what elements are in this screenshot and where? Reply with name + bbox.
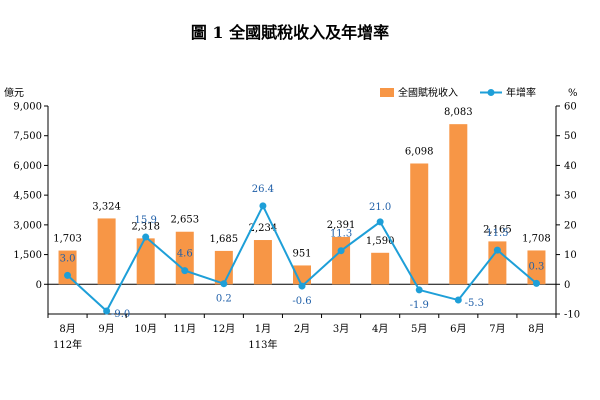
growth-point <box>532 279 540 287</box>
year-label: 113年 <box>248 338 277 351</box>
chart-title: 圖 1 全國賦稅收入及年增率 <box>191 23 389 42</box>
bar-value-label: 2,653 <box>170 215 199 226</box>
growth-value-label: -9.0 <box>111 309 130 320</box>
growth-value-label: -1.9 <box>410 300 429 311</box>
growth-value-label: 26.4 <box>252 184 274 195</box>
bar <box>253 240 272 285</box>
bar <box>371 252 390 285</box>
growth-point <box>259 202 267 210</box>
growth-line <box>64 202 540 315</box>
growth-value-label: 15.9 <box>135 215 157 226</box>
left-tick-label: 9,000 <box>13 102 42 113</box>
growth-point <box>220 280 228 288</box>
growth-value-label: 0.2 <box>216 294 232 305</box>
left-tick-label: 6,000 <box>13 161 42 172</box>
x-tick-label: 8月 <box>59 323 75 335</box>
x-axis-ticks: 8月 9月 10月 11月 12月 1月 2月 3月 4月 5月 6月 7月 8月 112年 113年 <box>47 314 557 351</box>
left-tick-label: 4,500 <box>13 191 42 202</box>
bar-value-label: 2,165 <box>483 224 512 235</box>
bar <box>136 238 155 285</box>
year-label: 112年 <box>53 338 82 351</box>
x-tick-label: 7月 <box>489 323 505 335</box>
bar-value-label: 6,098 <box>405 146 434 157</box>
right-tick-label: 10 <box>564 250 577 261</box>
legend: 全國賦稅收入 年增率 <box>380 86 536 99</box>
right-tick-label: 20 <box>564 220 577 231</box>
right-tick-label: -10 <box>564 310 580 321</box>
x-tick-label: 6月 <box>450 323 466 335</box>
growth-point <box>142 233 150 241</box>
growth-point <box>415 286 423 294</box>
x-tick-label: 5月 <box>411 323 427 335</box>
growth-value-label: -5.3 <box>465 298 484 309</box>
x-tick-label: 4月 <box>372 323 388 335</box>
bar-value-label: 2,234 <box>249 223 278 234</box>
growth-point <box>64 271 72 279</box>
bar <box>58 250 77 285</box>
bar-labels: 1,703 3,324 2,318 2,653 1,685 2,234 951 2,391 1,… <box>53 107 551 259</box>
x-tick-label: 8月 <box>528 323 544 335</box>
bar-value-label: 1,703 <box>53 234 82 245</box>
growth-value-label: 0.3 <box>529 261 545 272</box>
bar-value-label: 2,391 <box>327 220 356 231</box>
legend-bar-label: 全國賦稅收入 <box>398 86 458 99</box>
legend-line-marker <box>487 89 495 96</box>
growth-value-label: 11.5 <box>486 228 508 239</box>
right-tick-label: 40 <box>564 161 577 172</box>
bar <box>449 124 468 285</box>
growth-value-label: 11.3 <box>330 229 352 240</box>
left-tick-label: 0 <box>36 280 42 291</box>
bar-value-label: 1,685 <box>210 234 239 245</box>
axes: 9,000 7,500 6,000 4,500 3,000 1,500 0 60 50 40 30 2… <box>13 102 580 321</box>
bar-value-label: 8,083 <box>444 107 473 118</box>
left-tick-label: 7,500 <box>13 131 42 142</box>
bar <box>214 250 233 285</box>
bars <box>58 124 546 285</box>
growth-value-label: -0.6 <box>292 296 311 307</box>
bar <box>527 250 546 285</box>
bar <box>332 236 351 285</box>
left-tick-label: 1,500 <box>13 250 42 261</box>
bar-value-label: 3,324 <box>92 201 121 212</box>
x-tick-label: 12月 <box>212 323 235 335</box>
growth-point <box>493 246 501 254</box>
bar-value-label: 2,318 <box>131 221 160 232</box>
growth-point <box>376 218 384 226</box>
line-labels: 3.0 -9.0 15.9 4.6 0.2 26.4 -0.6 11.3 21.0 -1.9 -5.… <box>60 184 545 320</box>
x-tick-label: 2月 <box>294 323 310 335</box>
bar <box>410 163 429 285</box>
growth-point <box>454 296 462 304</box>
growth-point <box>103 307 111 315</box>
growth-point <box>298 282 306 290</box>
x-tick-label: 9月 <box>98 323 114 335</box>
bar <box>293 265 311 285</box>
bar-value-label: 951 <box>292 248 311 259</box>
bar-value-label: 1,708 <box>522 233 551 244</box>
growth-value-label: 21.0 <box>369 202 391 213</box>
x-tick-label: 10月 <box>134 323 157 335</box>
bar <box>97 218 116 285</box>
right-tick-label: 30 <box>564 191 577 202</box>
growth-point <box>181 267 189 275</box>
bar-value-label: 1,590 <box>366 236 395 247</box>
x-tick-label: 1月 <box>255 323 271 335</box>
bar <box>488 241 507 285</box>
right-axis-unit: % <box>568 88 578 99</box>
legend-line-label: 年增率 <box>506 86 536 99</box>
left-axis-unit: 億元 <box>4 86 24 99</box>
right-tick-label: 50 <box>564 131 577 142</box>
left-tick-label: 3,000 <box>13 220 42 231</box>
growth-value-label: 4.6 <box>177 249 193 260</box>
x-tick-label: 11月 <box>173 323 196 335</box>
x-tick-label: 3月 <box>333 323 349 335</box>
growth-value-label: 3.0 <box>60 253 76 264</box>
growth-point <box>337 247 345 255</box>
right-tick-label: 0 <box>564 280 570 291</box>
right-tick-label: 60 <box>564 102 577 113</box>
legend-bar-swatch <box>380 88 394 97</box>
